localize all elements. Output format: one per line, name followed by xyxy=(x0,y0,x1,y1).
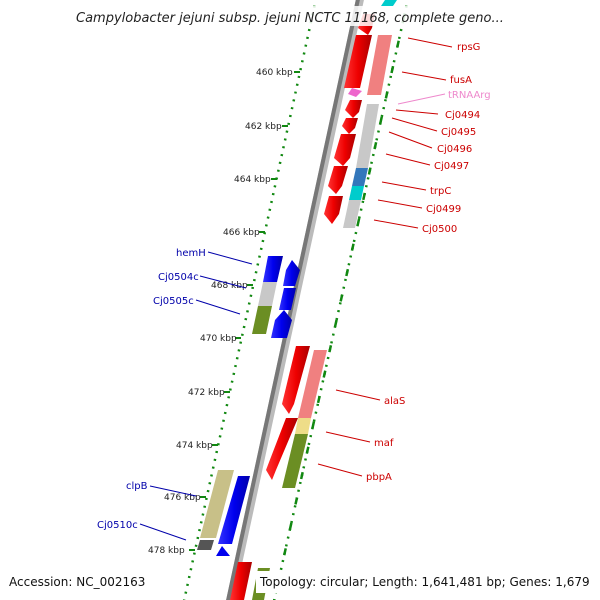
gene-tRNAArg[interactable] xyxy=(348,88,362,97)
gene-alaS[interactable] xyxy=(282,346,310,414)
page-title: Campylobacter jejuni subsp. jejuni NCTC … xyxy=(76,11,504,26)
forward-genes-lower xyxy=(266,346,327,488)
gene-pbpA[interactable] xyxy=(266,418,298,480)
ruler-label-462: 462 kbp xyxy=(245,122,282,132)
topology-text: Topology: circular; Length: 1,641,481 bp… xyxy=(259,575,590,589)
label-Cj0497[interactable]: Cj0497 xyxy=(434,161,469,172)
label-clpB[interactable]: clpB xyxy=(126,481,148,492)
gene-bottom-red[interactable] xyxy=(230,562,252,600)
label-tRNAArg[interactable]: tRNAArg xyxy=(448,90,491,101)
label-trpC[interactable]: trpC xyxy=(430,186,451,197)
label-Cj0496[interactable]: Cj0496 xyxy=(437,144,472,155)
forward-genes-upper xyxy=(324,0,397,228)
footer-left-bg xyxy=(4,571,150,593)
label-Cj0500[interactable]: Cj0500 xyxy=(422,224,457,235)
label-rpsG[interactable]: rpsG xyxy=(457,42,480,53)
gene-alaS-pale[interactable] xyxy=(298,350,327,418)
ruler-label-476: 476 kbp xyxy=(164,493,201,503)
ruler-label-478: 478 kbp xyxy=(148,546,185,556)
label-Cj0495[interactable]: Cj0495 xyxy=(441,127,476,138)
gene-Cj0504c-grey[interactable] xyxy=(258,282,277,306)
label-maf[interactable]: maf xyxy=(374,438,394,449)
gene-trpC[interactable] xyxy=(352,168,368,186)
ruler-ticks xyxy=(189,71,300,551)
label-Cj0505c[interactable]: Cj0505c xyxy=(153,296,194,307)
label-Cj0510c[interactable]: Cj0510c xyxy=(97,520,138,531)
footer-right-bg xyxy=(256,571,596,593)
reverse-label-lines xyxy=(139,251,253,541)
gene-hemH[interactable] xyxy=(263,256,283,282)
ruler-label-472: 472 kbp xyxy=(188,388,225,398)
gene-Cj0497[interactable] xyxy=(328,166,348,194)
gene-Cj0496[interactable] xyxy=(334,134,356,166)
gene-fusA[interactable] xyxy=(344,35,372,88)
ruler-labels: 460 kbp 462 kbp 464 kbp 466 kbp 468 kbp … xyxy=(148,68,293,556)
label-Cj0494[interactable]: Cj0494 xyxy=(445,110,480,121)
gene-rpsG-outer[interactable] xyxy=(381,0,397,6)
ruler-label-464: 464 kbp xyxy=(234,175,271,185)
title-bg xyxy=(70,6,532,26)
ruler-label-474: 474 kbp xyxy=(176,441,213,451)
gene-fusA-pale[interactable] xyxy=(367,35,392,95)
gene-Cj0494[interactable] xyxy=(345,100,362,118)
label-Cj0499[interactable]: Cj0499 xyxy=(426,204,461,215)
forward-gene-labels: rpsG fusA tRNAArg Cj0494 Cj0495 Cj0496 C… xyxy=(366,42,491,483)
gene-trpC-grey[interactable] xyxy=(356,104,379,168)
ruler-label-470: 470 kbp xyxy=(200,334,237,344)
gene-Cj0495[interactable] xyxy=(342,118,358,134)
gene-Cj0510c[interactable] xyxy=(216,546,230,556)
gene-Cj0505c[interactable] xyxy=(271,310,292,338)
reverse-genes-middle xyxy=(252,256,300,338)
gene-Cj0499[interactable] xyxy=(349,186,364,200)
gene-Cj0505c-green[interactable] xyxy=(252,306,272,334)
gene-Cj0510c-dark[interactable] xyxy=(197,540,214,550)
label-fusA[interactable]: fusA xyxy=(450,75,472,86)
tick-track-right-major xyxy=(272,0,410,600)
ruler-label-466: 466 kbp xyxy=(223,228,260,238)
trna-label-line xyxy=(397,93,446,105)
reverse-gene-labels: hemH Cj0504c Cj0505c clpB Cj0510c xyxy=(97,248,206,531)
gene-maf[interactable] xyxy=(295,418,311,434)
ruler-label-460: 460 kbp xyxy=(256,68,293,78)
label-alaS[interactable]: alaS xyxy=(384,396,405,407)
gene-hemH-right[interactable] xyxy=(283,260,300,286)
gene-Cj0504c[interactable] xyxy=(279,288,296,310)
gene-Cj0500-grey[interactable] xyxy=(343,200,361,228)
tick-track-left xyxy=(182,0,318,600)
label-hemH[interactable]: hemH xyxy=(176,248,206,259)
label-pbpA[interactable]: pbpA xyxy=(366,472,392,483)
accession-text: Accession: NC_002163 xyxy=(9,575,145,589)
gene-clpB[interactable] xyxy=(218,476,250,544)
forward-label-lines xyxy=(317,37,453,477)
gene-clpB-olive[interactable] xyxy=(200,470,234,538)
label-Cj0504c[interactable]: Cj0504c xyxy=(158,272,199,283)
gene-pbpA-green[interactable] xyxy=(282,434,308,488)
gene-Cj0500[interactable] xyxy=(324,196,343,224)
ruler-label-468: 468 kbp xyxy=(211,281,248,291)
